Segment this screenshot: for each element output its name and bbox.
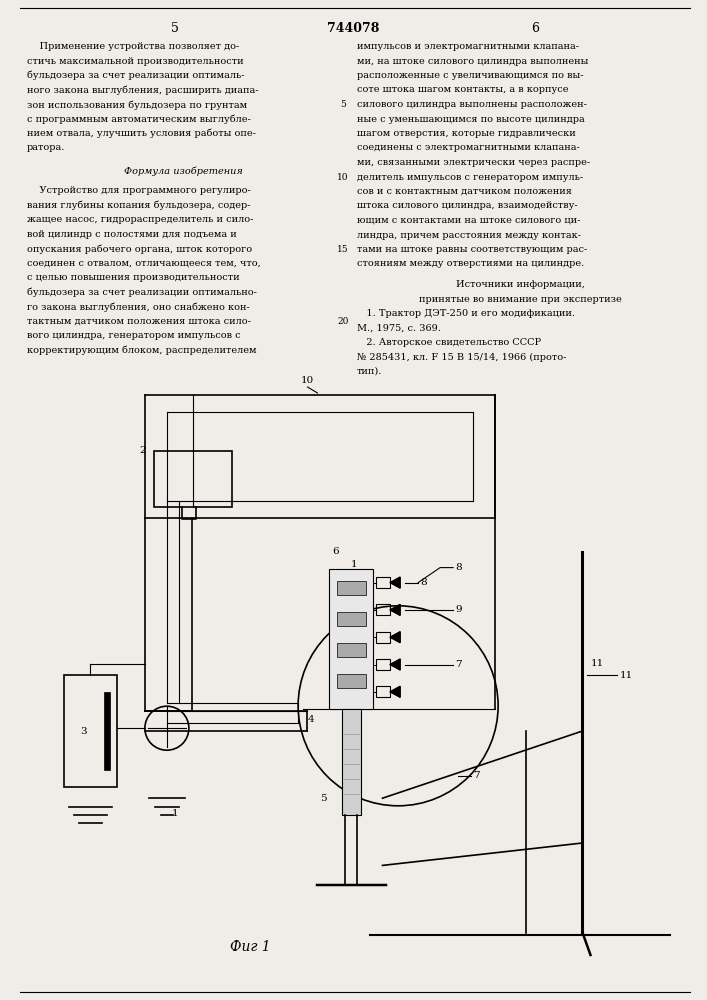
Text: 5: 5 — [340, 100, 346, 109]
Text: 7: 7 — [455, 660, 462, 669]
Text: стичь максимальной производительности: стичь максимальной производительности — [27, 56, 244, 66]
Text: жащее насос, гидрораспределитель и сило-: жащее насос, гидрораспределитель и сило- — [27, 215, 253, 224]
Text: Источники информации,: Источники информации, — [455, 280, 585, 289]
Bar — [376, 686, 390, 697]
Text: го закона выглубления, оно снабжено кон-: го закона выглубления, оно снабжено кон- — [27, 302, 250, 312]
Text: соединен с отвалом, отличающееся тем, что,: соединен с отвалом, отличающееся тем, чт… — [27, 259, 261, 268]
Text: с целью повышения производительности: с целью повышения производительности — [27, 273, 240, 282]
Bar — [376, 659, 390, 670]
Text: М., 1975, с. 369.: М., 1975, с. 369. — [357, 324, 441, 332]
Text: стояниям между отверстиями на цилиндре.: стояниям между отверстиями на цилиндре. — [357, 259, 584, 268]
Text: 3: 3 — [81, 726, 87, 736]
Bar — [337, 612, 366, 626]
Bar — [376, 577, 390, 588]
Text: штока силового цилиндра, взаимодейству-: штока силового цилиндра, взаимодейству- — [357, 202, 578, 211]
Text: тактным датчиком положения штока сило-: тактным датчиком положения штока сило- — [27, 317, 251, 326]
Text: 1. Трактор ДЭТ-250 и его модификации.: 1. Трактор ДЭТ-250 и его модификации. — [357, 309, 575, 318]
Text: импульсов и электромагнитными клапана-: импульсов и электромагнитными клапана- — [357, 42, 579, 51]
Text: ратора.: ратора. — [27, 143, 65, 152]
Text: 10: 10 — [301, 376, 314, 385]
Text: 2. Авторское свидетельство СССР: 2. Авторское свидетельство СССР — [357, 338, 541, 347]
Text: ми, на штоке силового цилиндра выполнены: ми, на штоке силового цилиндра выполнены — [357, 56, 588, 66]
Text: линдра, причем расстояния между контак-: линдра, причем расстояния между контак- — [357, 231, 581, 239]
Bar — [376, 604, 390, 615]
Text: делитель импульсов с генератором импуль-: делитель импульсов с генератором импуль- — [357, 172, 583, 182]
Polygon shape — [390, 632, 400, 643]
Text: 1: 1 — [172, 809, 178, 818]
Bar — [337, 674, 366, 688]
Polygon shape — [390, 577, 400, 588]
Text: Формула изобретения: Формула изобретения — [124, 166, 243, 176]
Polygon shape — [390, 604, 400, 615]
Text: бульдозера за счет реализации оптималь-: бульдозера за счет реализации оптималь- — [27, 71, 245, 81]
Text: ющим с контактами на штоке силового ци-: ющим с контактами на штоке силового ци- — [357, 216, 580, 225]
Text: соединены с электромагнитными клапана-: соединены с электромагнитными клапана- — [357, 143, 580, 152]
Text: 15: 15 — [337, 245, 349, 254]
Text: 5: 5 — [171, 22, 179, 35]
Text: нием отвала, улучшить условия работы опе-: нием отвала, улучшить условия работы опе… — [27, 129, 256, 138]
Text: соте штока шагом контакты, а в корпусе: соте штока шагом контакты, а в корпусе — [357, 86, 568, 95]
Text: расположенные с увеличивающимся по вы-: расположенные с увеличивающимся по вы- — [357, 71, 583, 80]
Bar — [342, 709, 361, 815]
Bar — [104, 692, 110, 770]
Bar — [337, 581, 366, 595]
Text: ные с уменьшающимся по высоте цилиндра: ные с уменьшающимся по высоте цилиндра — [357, 114, 585, 123]
Text: 5: 5 — [320, 794, 327, 803]
Text: 10: 10 — [337, 172, 349, 182]
Text: тами на штоке равны соответствующим рас-: тами на штоке равны соответствующим рас- — [357, 245, 588, 254]
Text: 6: 6 — [332, 547, 339, 556]
Bar — [64, 675, 117, 787]
Text: вого цилиндра, генератором импульсов с: вого цилиндра, генератором импульсов с — [27, 331, 240, 340]
Text: вания глубины копания бульдозера, содер-: вания глубины копания бульдозера, содер- — [27, 201, 250, 210]
Text: ми, связанными электрически через распре-: ми, связанными электрически через распре… — [357, 158, 590, 167]
Polygon shape — [390, 686, 400, 697]
Bar — [154, 451, 233, 507]
Text: 1: 1 — [351, 560, 358, 569]
Text: опускания рабочего органа, шток которого: опускания рабочего органа, шток которого — [27, 244, 252, 254]
Text: 11: 11 — [619, 670, 633, 680]
Text: 11: 11 — [590, 659, 604, 668]
Text: 9: 9 — [455, 605, 462, 614]
Text: 4: 4 — [308, 715, 314, 724]
Text: вой цилиндр с полостями для подъема и: вой цилиндр с полостями для подъема и — [27, 230, 237, 239]
Text: 2: 2 — [139, 446, 146, 455]
Text: 20: 20 — [337, 318, 349, 326]
Text: силового цилиндра выполнены расположен-: силового цилиндра выполнены расположен- — [357, 100, 587, 109]
Text: принятые во внимание при экспертизе: принятые во внимание при экспертизе — [419, 294, 621, 304]
Text: № 285431, кл. F 15 В 15/14, 1966 (прото-: № 285431, кл. F 15 В 15/14, 1966 (прото- — [357, 353, 566, 362]
Bar — [337, 643, 366, 657]
Text: 7: 7 — [473, 771, 480, 780]
Text: Фиг 1: Фиг 1 — [230, 940, 270, 954]
Text: сов и с контактным датчиком положения: сов и с контактным датчиком положения — [357, 187, 572, 196]
Bar — [376, 632, 390, 643]
Text: Применение устройства позволяет до-: Применение устройства позволяет до- — [27, 42, 239, 51]
Text: с программным автоматическим выглубле-: с программным автоматическим выглубле- — [27, 114, 251, 124]
Text: 6: 6 — [531, 22, 539, 35]
Text: 744078: 744078 — [327, 22, 379, 35]
Text: 8: 8 — [420, 578, 427, 587]
Text: корректирующим блоком, распределителем: корректирующим блоком, распределителем — [27, 346, 257, 355]
Bar — [329, 569, 373, 709]
Text: Устройство для программного регулиро-: Устройство для программного регулиро- — [27, 186, 251, 195]
Polygon shape — [390, 659, 400, 670]
Text: бульдозера за счет реализации оптимально-: бульдозера за счет реализации оптимально… — [27, 288, 257, 297]
Text: зон использования бульдозера по грунтам: зон использования бульдозера по грунтам — [27, 100, 247, 109]
Text: тип).: тип). — [357, 367, 382, 376]
Text: шагом отверстия, которые гидравлически: шагом отверстия, которые гидравлически — [357, 129, 575, 138]
Text: ного закона выглубления, расширить диапа-: ного закона выглубления, расширить диапа… — [27, 86, 259, 95]
Text: 8: 8 — [455, 563, 462, 572]
